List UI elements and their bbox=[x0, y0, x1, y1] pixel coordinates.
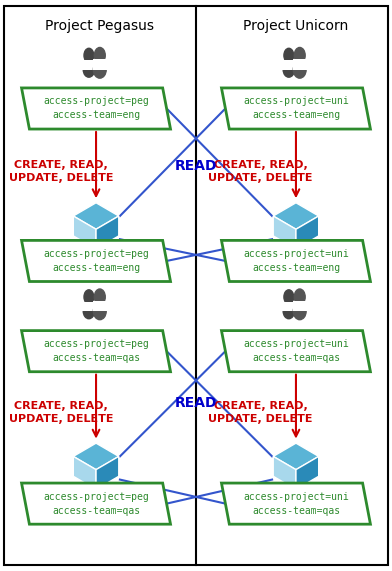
Text: CREATE, READ,
UPDATE, DELETE: CREATE, READ, UPDATE, DELETE bbox=[9, 401, 113, 424]
Polygon shape bbox=[96, 216, 119, 249]
FancyBboxPatch shape bbox=[4, 6, 388, 565]
Polygon shape bbox=[22, 331, 171, 372]
Text: READ: READ bbox=[175, 159, 217, 172]
Text: CREATE, READ,
UPDATE, DELETE: CREATE, READ, UPDATE, DELETE bbox=[9, 160, 113, 183]
Circle shape bbox=[294, 289, 305, 305]
Circle shape bbox=[84, 290, 94, 304]
Text: access-project=uni
access-team=qas: access-project=uni access-team=qas bbox=[243, 492, 349, 516]
Polygon shape bbox=[296, 216, 319, 249]
Polygon shape bbox=[221, 88, 370, 129]
Text: READ: READ bbox=[175, 396, 217, 409]
Ellipse shape bbox=[83, 304, 94, 319]
Ellipse shape bbox=[93, 61, 106, 78]
Polygon shape bbox=[221, 331, 370, 372]
Circle shape bbox=[94, 289, 105, 305]
Ellipse shape bbox=[293, 303, 306, 320]
Polygon shape bbox=[221, 483, 370, 524]
Circle shape bbox=[284, 49, 294, 63]
Ellipse shape bbox=[293, 61, 306, 78]
FancyBboxPatch shape bbox=[93, 59, 107, 70]
Polygon shape bbox=[273, 443, 319, 469]
Polygon shape bbox=[273, 203, 319, 229]
Ellipse shape bbox=[283, 62, 294, 77]
Polygon shape bbox=[73, 216, 96, 249]
Polygon shape bbox=[221, 240, 370, 282]
Text: access-project=peg
access-team=eng: access-project=peg access-team=eng bbox=[43, 96, 149, 120]
Circle shape bbox=[294, 47, 305, 63]
Circle shape bbox=[84, 49, 94, 63]
Polygon shape bbox=[96, 456, 119, 489]
Text: access-project=uni
access-team=qas: access-project=uni access-team=qas bbox=[243, 339, 349, 363]
Text: access-project=peg
access-team=eng: access-project=peg access-team=eng bbox=[43, 249, 149, 273]
Text: access-project=uni
access-team=eng: access-project=uni access-team=eng bbox=[243, 249, 349, 273]
FancyBboxPatch shape bbox=[282, 301, 296, 311]
Circle shape bbox=[284, 290, 294, 304]
Polygon shape bbox=[22, 483, 171, 524]
Text: Project Pegasus: Project Pegasus bbox=[45, 19, 154, 33]
Text: CREATE, READ,
UPDATE, DELETE: CREATE, READ, UPDATE, DELETE bbox=[209, 401, 313, 424]
Ellipse shape bbox=[283, 304, 294, 319]
Polygon shape bbox=[73, 456, 96, 489]
Polygon shape bbox=[296, 456, 319, 489]
FancyBboxPatch shape bbox=[292, 301, 307, 311]
Ellipse shape bbox=[83, 62, 94, 77]
Polygon shape bbox=[273, 456, 296, 489]
Polygon shape bbox=[73, 203, 119, 229]
Polygon shape bbox=[22, 88, 171, 129]
Polygon shape bbox=[273, 216, 296, 249]
Polygon shape bbox=[73, 443, 119, 469]
FancyBboxPatch shape bbox=[282, 60, 296, 70]
Circle shape bbox=[94, 47, 105, 63]
Ellipse shape bbox=[93, 303, 106, 320]
Text: access-project=uni
access-team=eng: access-project=uni access-team=eng bbox=[243, 96, 349, 120]
FancyBboxPatch shape bbox=[82, 301, 96, 311]
Text: Project Unicorn: Project Unicorn bbox=[243, 19, 348, 33]
FancyBboxPatch shape bbox=[93, 301, 107, 311]
FancyBboxPatch shape bbox=[82, 60, 96, 70]
Text: CREATE, READ,
UPDATE, DELETE: CREATE, READ, UPDATE, DELETE bbox=[209, 160, 313, 183]
Text: access-project=peg
access-team=qas: access-project=peg access-team=qas bbox=[43, 492, 149, 516]
Polygon shape bbox=[22, 240, 171, 282]
Text: access-project=peg
access-team=qas: access-project=peg access-team=qas bbox=[43, 339, 149, 363]
FancyBboxPatch shape bbox=[292, 59, 307, 70]
